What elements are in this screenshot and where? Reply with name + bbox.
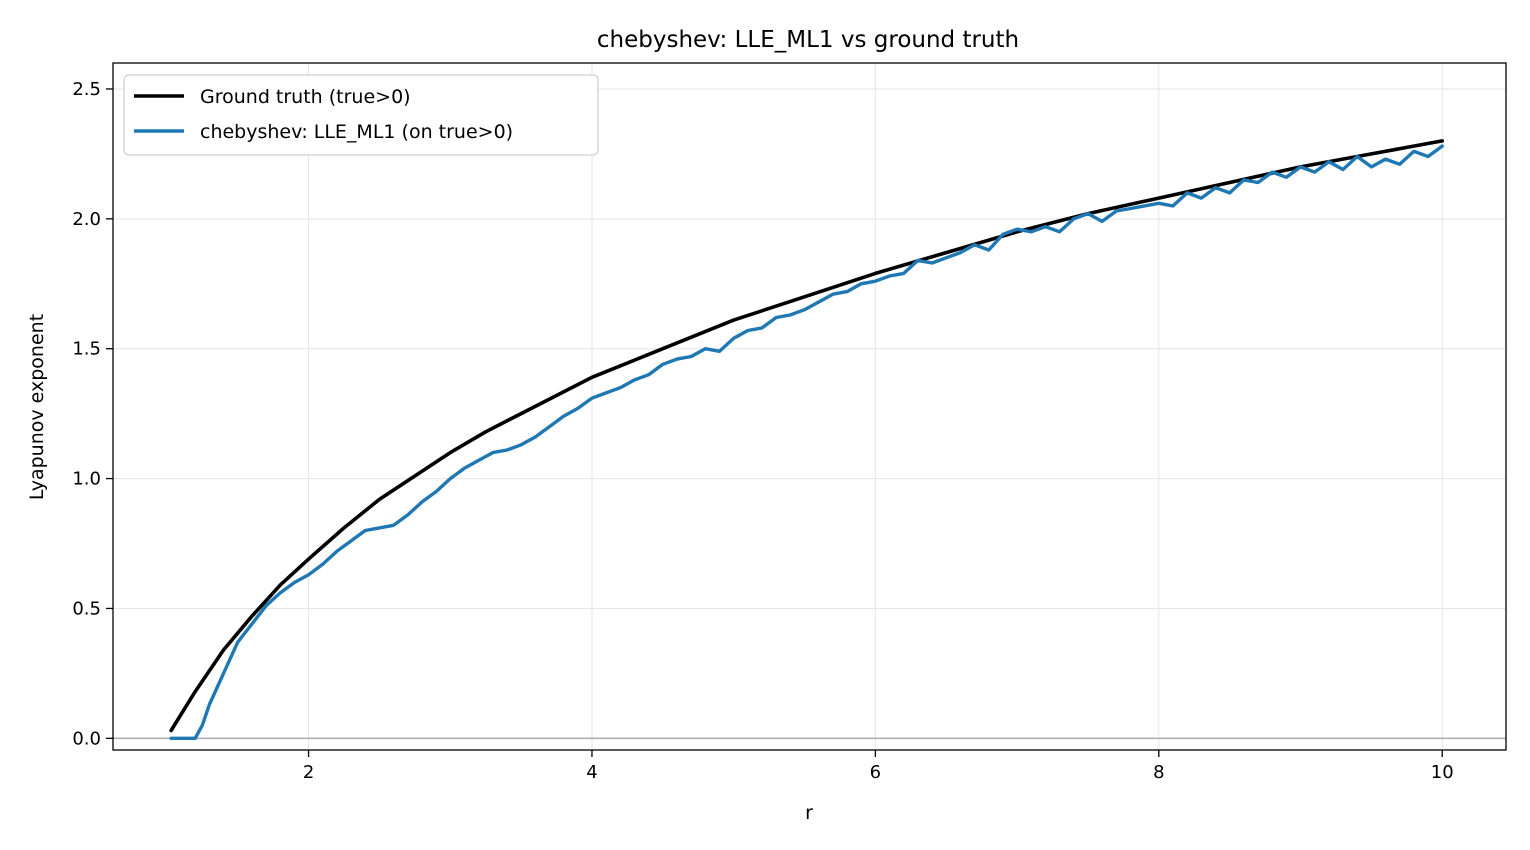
y-tick-label: 1.0 [72,469,101,490]
plot-series [169,139,1444,740]
legend: Ground truth (true>0) chebyshev: LLE_ML1… [123,74,599,156]
series-line-ground-truth [169,139,1444,733]
y-axis-label: Lyapunov exponent [26,314,48,500]
y-tick-label: 0.0 [72,728,101,749]
y-tick-label: 1.5 [72,339,101,360]
x-tick-label: 2 [303,762,314,783]
x-tick-label: 10 [1431,762,1454,783]
y-tick-label: 2.5 [72,79,101,100]
x-tick-label: 8 [1153,762,1164,783]
x-axis-label: r [805,802,813,824]
legend-label-ground-truth: Ground truth (true>0) [200,86,411,108]
axis-ticks: 2 4 6 8 10 0.0 0.5 1.0 1.5 2.0 2.5 [72,79,1453,783]
x-tick-label: 4 [586,762,597,783]
grid [113,63,1506,750]
chart-title: chebyshev: LLE_ML1 vs ground truth [597,27,1019,53]
legend-box [123,74,599,156]
x-tick-label: 6 [870,762,881,783]
y-tick-label: 0.5 [72,598,101,619]
legend-label-lle-ml1: chebyshev: LLE_ML1 (on true>0) [200,121,513,143]
series-line-lle-ml1 [169,144,1444,740]
plot-frame [112,62,1507,751]
y-tick-label: 2.0 [72,209,101,230]
